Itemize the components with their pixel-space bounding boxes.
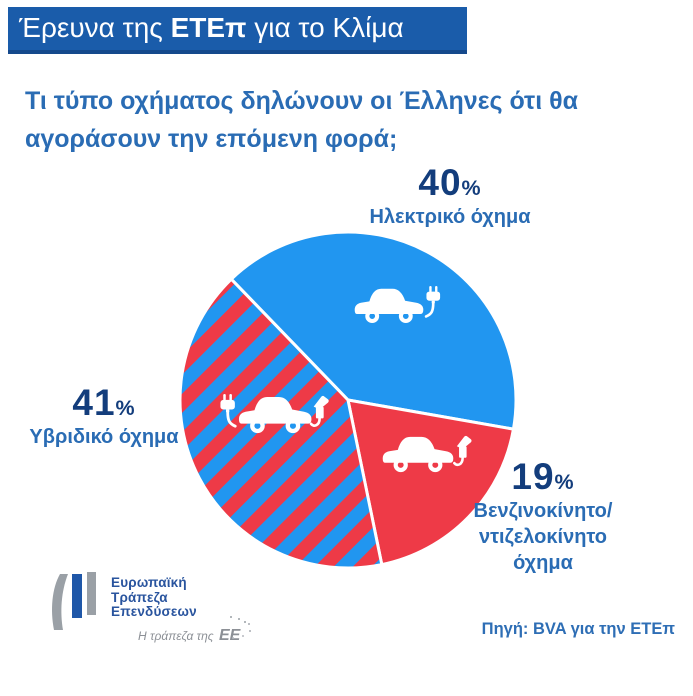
hybrid-percentage: 41% bbox=[72, 382, 136, 423]
header-title-suffix: για το Κλίμα bbox=[246, 12, 404, 43]
eib-logo-name: Ευρωπαϊκή Τράπεζα Επενδύσεων bbox=[111, 575, 197, 619]
label-hybrid-vehicle: 41% Υβριδικό όχημα bbox=[8, 384, 200, 450]
eib-logo-bars-icon bbox=[52, 572, 96, 630]
label-electric-vehicle: 40% Ηλεκτρικό όχημα bbox=[330, 164, 570, 230]
eib-tagline: Η τράπεζα της ΕΕ bbox=[138, 621, 248, 645]
hybrid-label-text: Υβριδικό όχημα bbox=[29, 426, 179, 448]
survey-question-line2: αγοράσουν την επόμενη φορά; bbox=[25, 125, 398, 153]
gasoline-percentage: 19% bbox=[511, 456, 575, 497]
percent-sign: % bbox=[461, 176, 482, 200]
source-credit: Πηγή: BVA για την ΕΤΕπ bbox=[481, 620, 675, 638]
header-title-brand: ΕΤΕπ bbox=[170, 12, 247, 43]
eu-stars-decoration bbox=[244, 621, 247, 623]
percent-sign: % bbox=[554, 470, 575, 494]
header-banner: Έρευνα της ΕΤΕπ για το Κλίμα bbox=[8, 7, 467, 54]
pie-chart bbox=[178, 230, 518, 570]
electric-label-text: Ηλεκτρικό όχημα bbox=[369, 206, 531, 228]
pie-slice-electric bbox=[229, 230, 518, 431]
eib-logo: Ευρωπαϊκή Τράπεζα Επενδύσεων Η τράπεζα τ… bbox=[48, 572, 248, 652]
header-title-prefix: Έρευνα της bbox=[19, 12, 171, 43]
pie-slice-gasoline bbox=[346, 398, 515, 567]
gasoline-label-text: Βενζινοκίνητο/ ντιζελοκίνητο όχημα bbox=[473, 500, 613, 574]
electric-percentage: 40% bbox=[418, 162, 482, 203]
eu-monogram: ΕΕ bbox=[217, 621, 248, 644]
label-gasoline-vehicle: 19% Βενζινοκίνητο/ ντιζελοκίνητο όχημα bbox=[448, 458, 638, 576]
survey-question-line1: Τι τύπο οχήματος δηλώνουν οι Έλληνες ότι… bbox=[25, 87, 578, 115]
survey-question: Τι τύπο οχήματος δηλώνουν οι Έλληνες ότι… bbox=[25, 82, 585, 158]
percent-sign: % bbox=[115, 396, 136, 420]
